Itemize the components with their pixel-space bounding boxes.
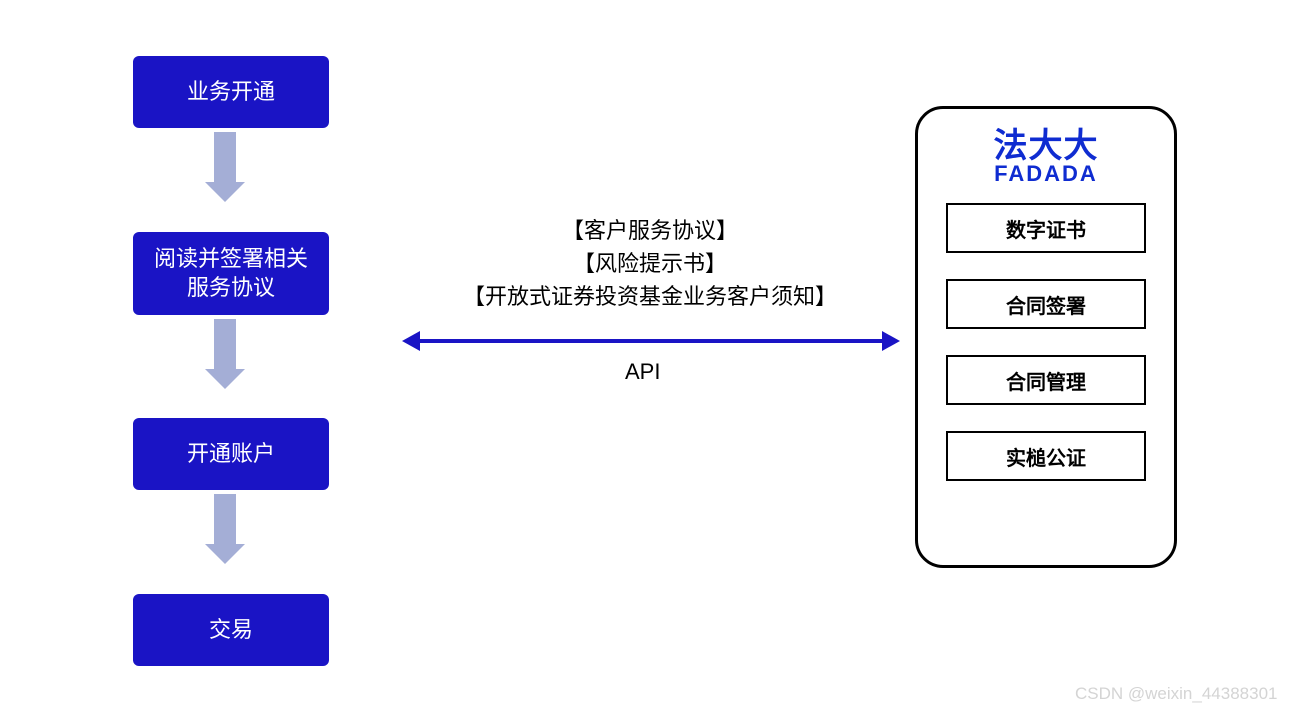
flow-step-label: 业务开通 xyxy=(187,78,275,107)
arrow-right-head-icon xyxy=(882,331,900,351)
flow-step-sign-agreement: 阅读并签署相关 服务协议 xyxy=(133,232,329,315)
logo-cn: 法大大 xyxy=(994,129,1099,163)
api-label: API xyxy=(625,359,660,385)
arrow-left-head-icon xyxy=(402,331,420,351)
panel-item-notarization: 实槌公证 xyxy=(946,431,1146,481)
document-item: 【客户服务协议】 xyxy=(410,214,890,247)
arrow-down-icon xyxy=(211,132,239,202)
logo-en: FADADA xyxy=(994,163,1099,185)
fadada-panel: 法大大 FADADA 数字证书 合同签署 合同管理 实槌公证 xyxy=(915,106,1177,568)
flow-step-label: 交易 xyxy=(209,616,253,645)
document-item: 【风险提示书】 xyxy=(410,247,890,280)
panel-item-contract-sign: 合同签署 xyxy=(946,279,1146,329)
panel-item-label: 实槌公证 xyxy=(1006,442,1086,471)
flow-step-trade: 交易 xyxy=(133,594,329,666)
arrow-down-icon xyxy=(211,319,239,389)
panel-item-digital-cert: 数字证书 xyxy=(946,203,1146,253)
document-item: 【开放式证券投资基金业务客户须知】 xyxy=(410,280,890,313)
panel-item-label: 合同签署 xyxy=(1006,290,1086,319)
arrow-down-icon xyxy=(211,494,239,564)
flow-step-open-account: 开通账户 xyxy=(133,418,329,490)
fadada-logo: 法大大 FADADA xyxy=(994,129,1099,185)
flow-step-label: 开通账户 xyxy=(187,440,275,469)
watermark-text: CSDN @weixin_44388301 xyxy=(1075,684,1277,704)
panel-item-label: 数字证书 xyxy=(1006,214,1086,243)
panel-item-contract-mgmt: 合同管理 xyxy=(946,355,1146,405)
api-connector-arrow xyxy=(420,339,882,343)
flow-step-label: 阅读并签署相关 服务协议 xyxy=(154,245,308,302)
panel-item-label: 合同管理 xyxy=(1006,366,1086,395)
flow-step-business-open: 业务开通 xyxy=(133,56,329,128)
document-list: 【客户服务协议】 【风险提示书】 【开放式证券投资基金业务客户须知】 xyxy=(410,214,890,313)
